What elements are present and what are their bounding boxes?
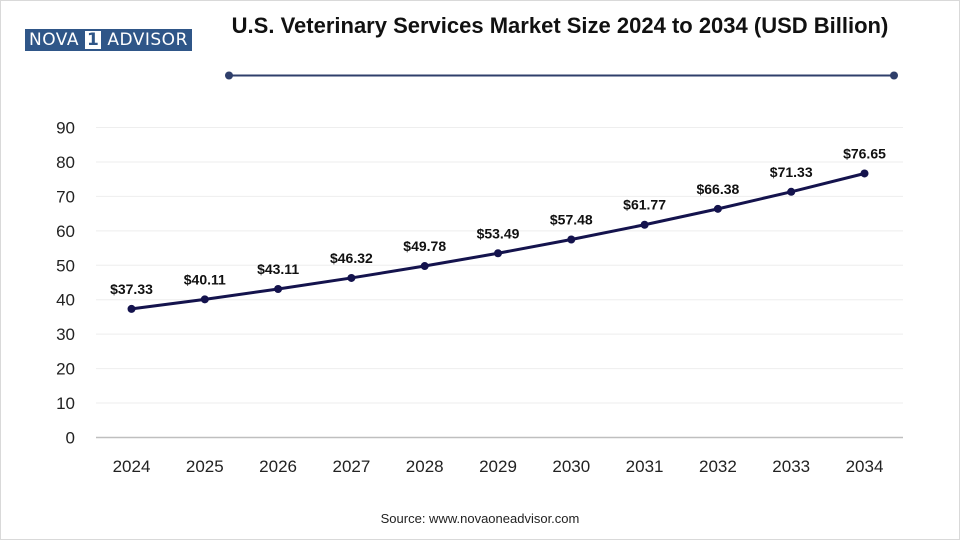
brand-logo: NOVA 1 ADVISOR [25,29,192,51]
data-label-2024: $37.33 [110,281,153,297]
logo-text-one: 1 [82,29,104,51]
x-tick-label-2030: 2030 [552,457,590,476]
x-tick-label-2028: 2028 [406,457,444,476]
data-point-2026 [274,285,283,294]
y-tick-label-70: 70 [56,187,75,206]
logo-text-advisor: ADVISOR [103,29,192,51]
x-tick-label-2032: 2032 [699,457,737,476]
x-tick-label-2033: 2033 [772,457,810,476]
title-underline [225,71,898,80]
source-note: Source: www.novaoneadvisor.com [380,511,580,526]
x-tick-label-2024: 2024 [113,457,151,476]
y-tick-label-30: 30 [56,325,75,344]
y-tick-label-90: 90 [56,119,75,138]
data-label-2027: $46.32 [330,250,373,266]
y-tick-label-0: 0 [66,429,75,448]
y-tick-label-10: 10 [56,394,75,413]
x-tick-label-2027: 2027 [332,457,370,476]
data-label-2034: $76.65 [843,145,886,161]
x-tick-label-2026: 2026 [259,457,297,476]
data-point-2027 [347,273,356,282]
data-label-2028: $49.78 [403,238,446,254]
data-label-2029: $53.49 [477,225,520,241]
x-tick-label-2029: 2029 [479,457,517,476]
data-label-2032: $66.38 [696,181,739,197]
data-point-2024 [127,304,136,313]
data-label-2026: $43.11 [257,261,299,277]
y-tick-label-60: 60 [56,222,75,241]
y-tick-label-20: 20 [56,360,75,379]
data-point-2033 [787,187,796,196]
data-label-2031: $61.77 [623,197,666,213]
y-tick-label-80: 80 [56,153,75,172]
data-label-2025: $40.11 [184,271,226,287]
data-point-2025 [200,295,209,304]
data-point-2034 [860,169,869,178]
data-point-2030 [567,235,576,244]
x-tick-label-2031: 2031 [626,457,664,476]
data-point-2032 [713,204,722,213]
data-point-2031 [640,220,649,229]
logo-text-nova: NOVA [25,29,83,51]
data-point-2028 [420,262,429,271]
chart-title: U.S. Veterinary Services Market Size 202… [231,13,889,38]
data-point-2029 [494,249,502,258]
x-tick-label-2034: 2034 [846,457,884,476]
data-label-2030: $57.48 [550,212,593,228]
x-tick-label-2025: 2025 [186,457,224,476]
y-tick-label-40: 40 [56,291,75,310]
y-tick-label-50: 50 [56,256,75,275]
data-label-2033: $71.33 [770,164,813,180]
